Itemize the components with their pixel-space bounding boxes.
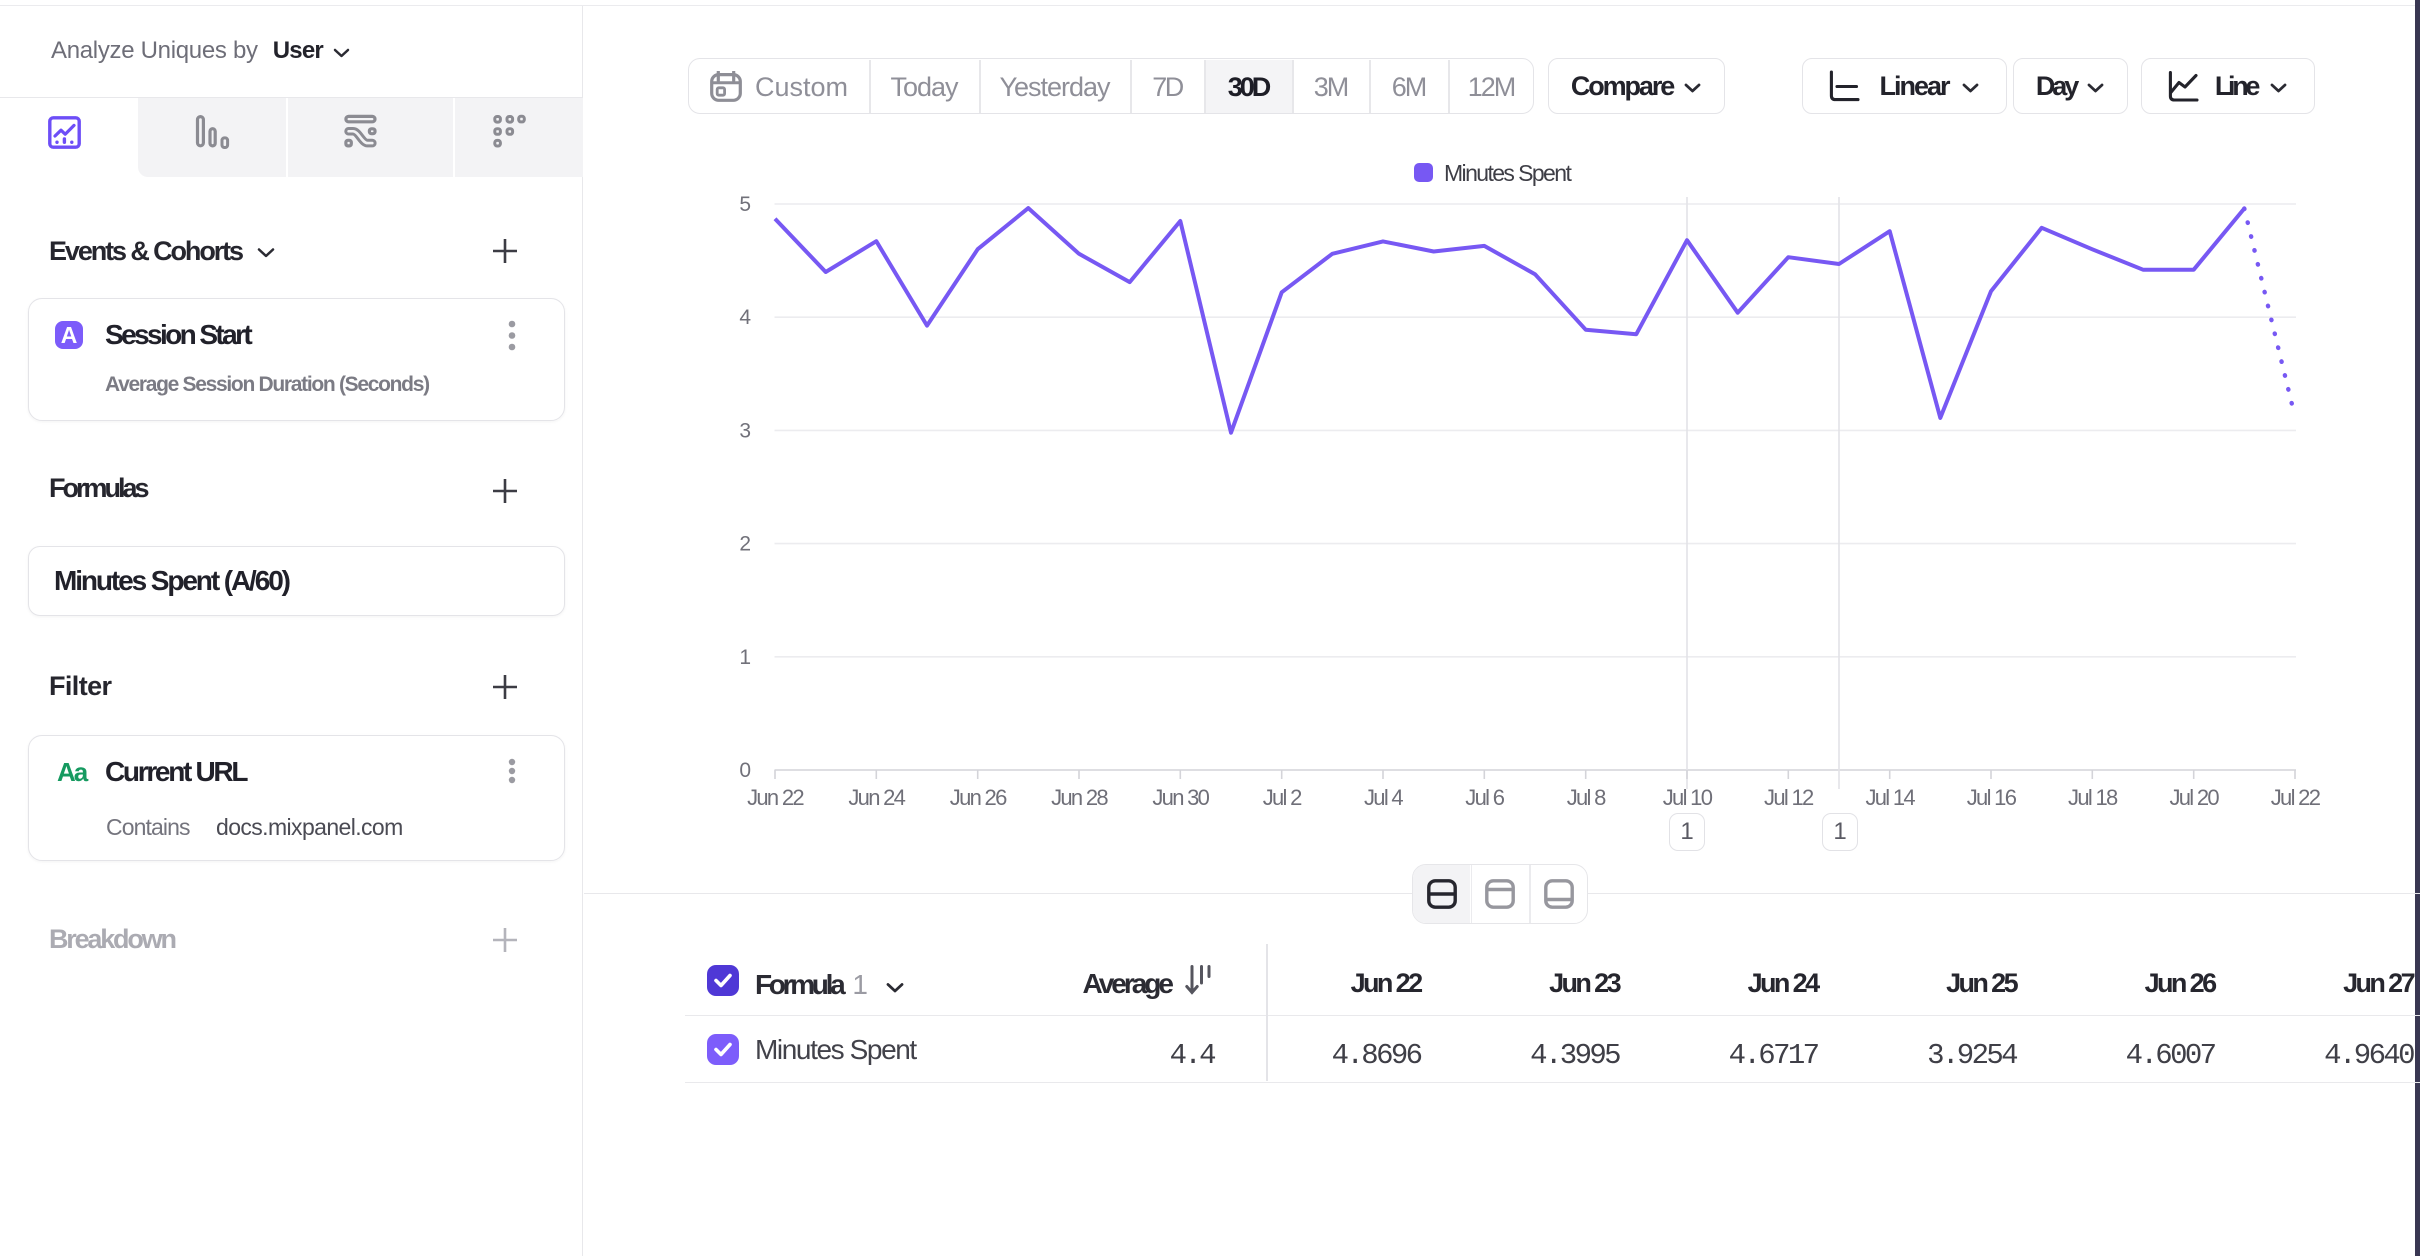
svg-text:0: 0: [739, 759, 751, 782]
svg-text:Jul 16: Jul 16: [1967, 785, 2017, 810]
svg-text:Jun 30: Jun 30: [1152, 785, 1209, 810]
svg-text:Jul 22: Jul 22: [2271, 785, 2321, 810]
svg-text:Jul 2: Jul 2: [1263, 785, 1302, 810]
svg-text:4: 4: [739, 306, 751, 329]
svg-text:5: 5: [739, 193, 751, 216]
svg-text:Jul 14: Jul 14: [1865, 785, 1915, 810]
svg-text:Jul 20: Jul 20: [2169, 785, 2219, 810]
svg-text:Jun 24: Jun 24: [848, 785, 905, 810]
svg-text:1: 1: [739, 646, 751, 669]
svg-text:Jun 28: Jun 28: [1051, 785, 1108, 810]
svg-text:Jun 22: Jun 22: [747, 785, 804, 810]
svg-text:Jun 26: Jun 26: [950, 785, 1007, 810]
svg-text:Jul 4: Jul 4: [1364, 785, 1403, 810]
svg-text:3: 3: [739, 419, 751, 442]
svg-text:Jul 10: Jul 10: [1663, 785, 1713, 810]
svg-text:Jul 18: Jul 18: [2068, 785, 2118, 810]
svg-text:Jul 8: Jul 8: [1567, 785, 1606, 810]
svg-text:Jul 12: Jul 12: [1764, 785, 1814, 810]
svg-text:Jul 6: Jul 6: [1465, 785, 1504, 810]
svg-text:2: 2: [739, 533, 751, 556]
